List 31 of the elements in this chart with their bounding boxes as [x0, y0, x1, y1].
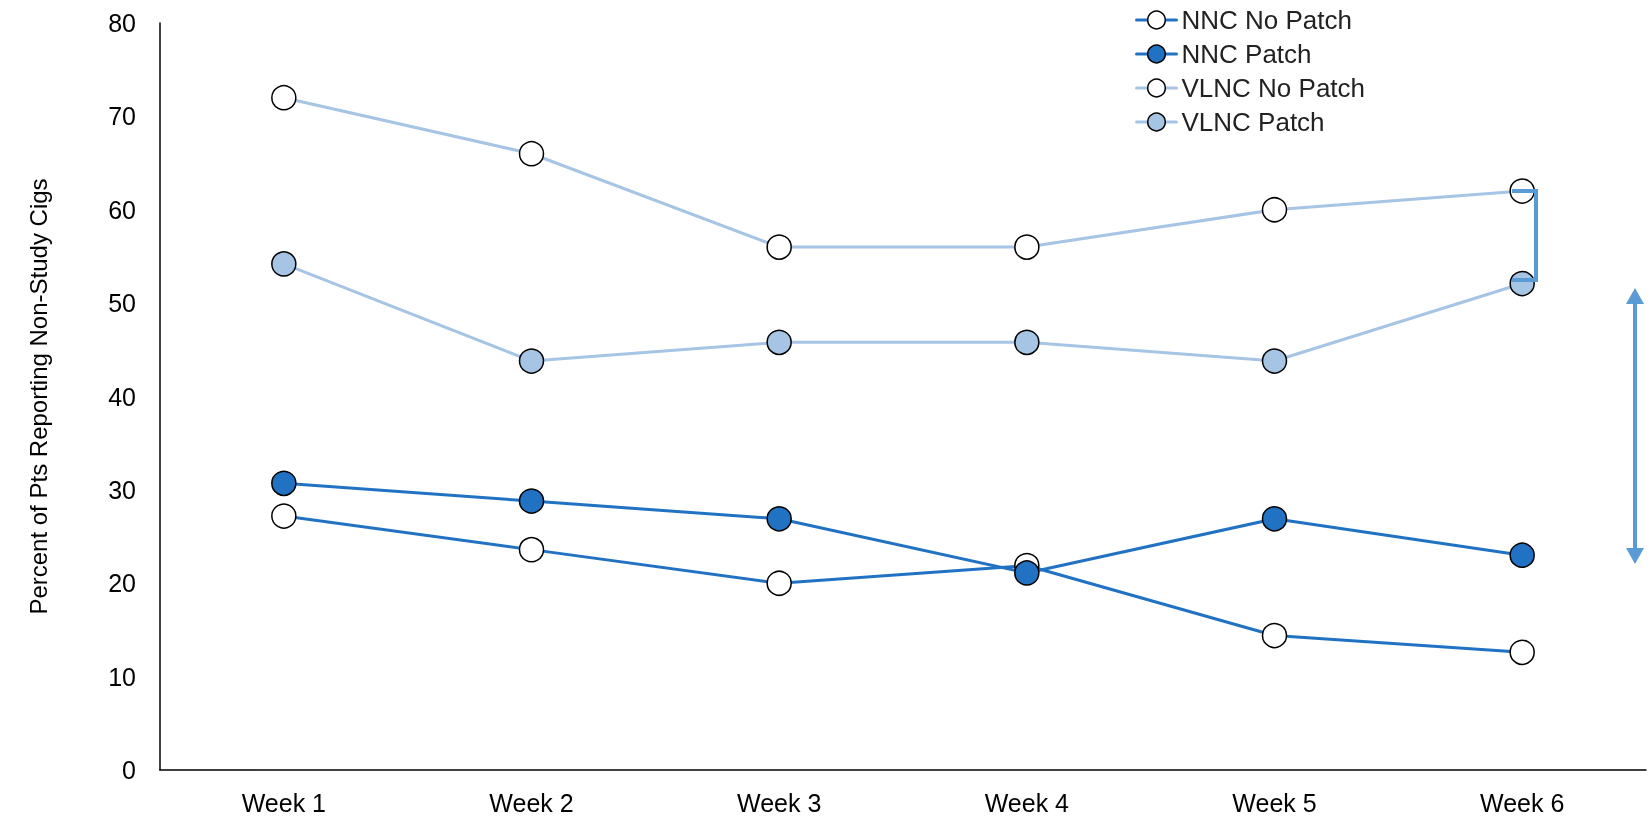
point	[766, 329, 792, 356]
x-tick-label: Week 5	[1232, 788, 1317, 817]
point	[766, 506, 792, 532]
point	[518, 488, 545, 514]
legend-label: NNC No Patch	[1181, 5, 1352, 35]
y-tick-label: 70	[108, 102, 136, 131]
point	[1509, 542, 1535, 568]
point	[1014, 560, 1040, 586]
legend-label: NNC Patch	[1181, 39, 1312, 69]
point	[1261, 506, 1288, 532]
y-tick-label: 80	[108, 9, 136, 37]
y-tick-label: 30	[108, 475, 136, 504]
y-tick-label: 40	[108, 382, 136, 411]
point	[518, 348, 545, 374]
point	[271, 470, 297, 497]
x-tick-label: Week 6	[1480, 788, 1565, 817]
point	[1261, 348, 1288, 374]
y-tick-label: 60	[108, 195, 136, 224]
point	[271, 251, 297, 277]
x-tick-label: Week 1	[241, 788, 326, 817]
x-tick-label: Week 2	[489, 788, 574, 817]
x-tick-label: Week 4	[984, 788, 1070, 817]
y-tick-label: 20	[108, 569, 136, 598]
point	[1014, 329, 1040, 356]
y-tick-label: 0	[122, 756, 136, 784]
x-tick-label: Week 3	[737, 788, 822, 817]
legend-label: VLNC No Patch	[1181, 73, 1366, 103]
y-tick-label: 50	[108, 289, 136, 318]
y-axis-title: Percent of Pts Reporting Non-Study Cigs	[24, 178, 52, 615]
legend-label: VLNC Patch	[1181, 107, 1325, 137]
y-tick-label: 10	[108, 662, 136, 691]
